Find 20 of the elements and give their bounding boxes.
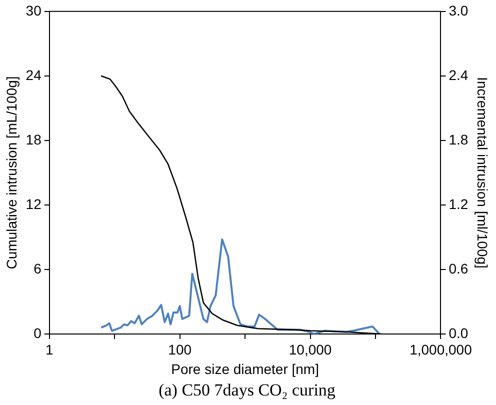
y-tick-label: 24: [26, 66, 42, 83]
x-axis-title: Pore size diameter [nm]: [171, 361, 319, 378]
y-axis-title: Cumulative intrusion [mL/100g]: [3, 76, 20, 270]
y2-tick-label: 1.2: [448, 196, 468, 212]
y2-tick-label: 0.6: [448, 260, 468, 276]
y-tick-label: 18: [26, 131, 42, 148]
text: (a) C50 7days CO₂ curing: [158, 380, 336, 400]
y-tick-label: 0: [34, 324, 42, 341]
x-tick-label: 100: [168, 341, 192, 358]
y2-tick-label: 0.0: [448, 324, 468, 341]
y-tick-label: 30: [26, 2, 42, 18]
x-tick-label: 1: [45, 341, 54, 358]
y-tick-label: 12: [26, 196, 42, 212]
y2-tick-label: 2.4: [448, 66, 468, 83]
y-tick-label: 6: [34, 260, 42, 276]
x-tick-label: 1,000,000: [410, 341, 472, 358]
x-tick-label: 10,000: [288, 341, 332, 358]
y2-axis-title: Incremental intrusion [ml/100g]: [474, 76, 491, 268]
y2-tick-label: 3.0: [448, 2, 468, 18]
y2-tick-label: 1.8: [448, 131, 468, 148]
